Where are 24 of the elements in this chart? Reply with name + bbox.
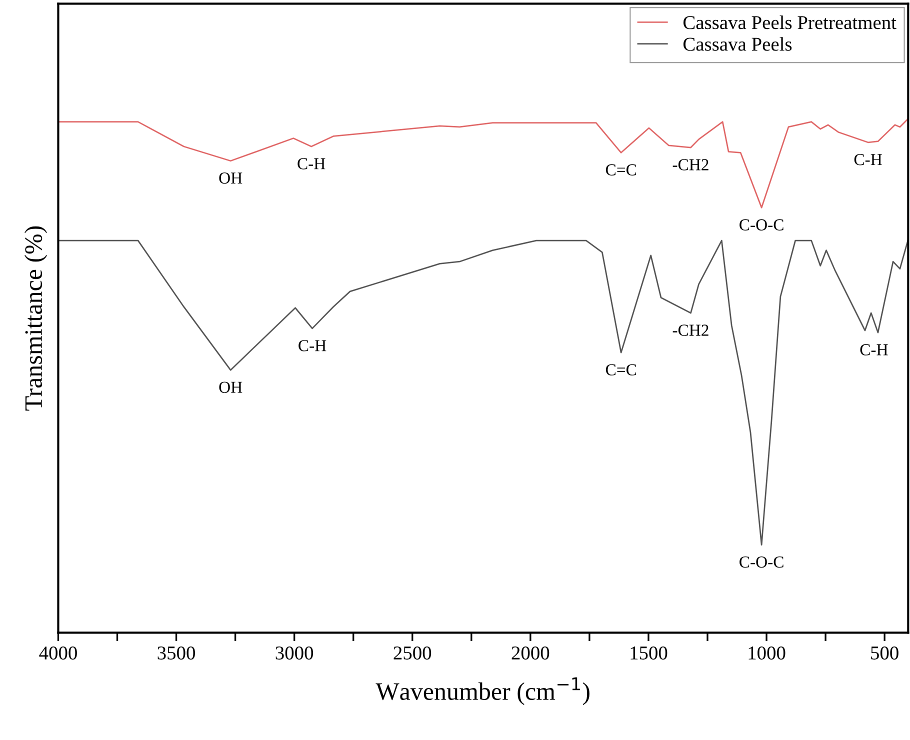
annotation: C-H bbox=[854, 154, 882, 166]
annotation: C-O-C bbox=[740, 556, 784, 568]
annotation: C-H bbox=[298, 340, 326, 352]
annotation: OH bbox=[219, 172, 242, 184]
x-tick-label: 3000 bbox=[276, 646, 314, 660]
annotation: C=C bbox=[606, 364, 636, 376]
annotation: -CH2 bbox=[672, 324, 708, 336]
x-tick-label: 4000 bbox=[39, 646, 77, 660]
annotation: -CH2 bbox=[672, 159, 708, 170]
y-axis-title: Transmittance (%) bbox=[24, 226, 48, 411]
annotation: C=C bbox=[606, 164, 636, 176]
x-tick-label: 500 bbox=[871, 646, 898, 660]
x-axis-title: Wavenumber (cm$^{−1}$) bbox=[376, 677, 590, 706]
legend-label: Cassava Peels bbox=[683, 37, 792, 51]
x-tick-label: 2000 bbox=[512, 646, 550, 660]
annotation: C-H bbox=[298, 158, 326, 170]
annotation: OH bbox=[219, 382, 242, 393]
annotation: C-O-C bbox=[740, 219, 784, 230]
annotation: C-H bbox=[860, 344, 888, 356]
legend-label: Cassava Peels Pretreatment bbox=[683, 15, 896, 30]
x-tick-label: 1000 bbox=[748, 646, 786, 660]
x-tick-label: 3500 bbox=[158, 646, 195, 660]
x-tick-label: 1500 bbox=[630, 646, 668, 660]
x-tick-label: 2500 bbox=[394, 646, 432, 660]
